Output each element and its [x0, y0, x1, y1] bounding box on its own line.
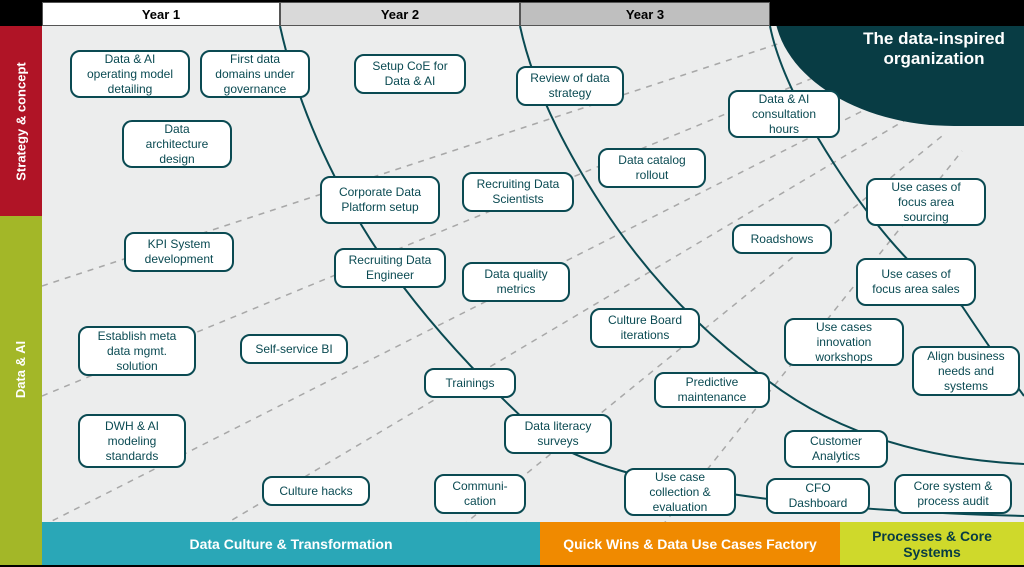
vision-title: The data-inspired organization [814, 29, 1024, 69]
roadmap-diagram: Year 1Year 2Year 3 Strategy & conceptDat… [0, 0, 1024, 567]
bottom-bar: Data Culture & TransformationQuick Wins … [0, 522, 1024, 565]
bottom-cell-spacer [0, 522, 42, 565]
side-label-strategy: Strategy & concept [0, 26, 42, 216]
side-label-dataai: Data & AI [0, 216, 42, 522]
activity-b18: Culture Board iterations [590, 308, 700, 348]
activity-b17: Self-service BI [240, 334, 348, 364]
bottom-cell-processes: Processes & Core Systems [840, 522, 1024, 565]
activity-b3: Setup CoE for Data & AI [354, 54, 466, 94]
year-header-y3: Year 3 [520, 2, 770, 26]
activity-b19: Use cases innovation workshops [784, 318, 904, 366]
activity-b24: Data literacy surveys [504, 414, 612, 454]
year-header-y2: Year 2 [280, 2, 520, 26]
activity-b21: Trainings [424, 368, 516, 398]
activity-b28: Use case collection & evaluation [624, 468, 736, 516]
activity-b1: Data & AI operating model detailing [70, 50, 190, 98]
activity-b14: Roadshows [732, 224, 832, 254]
activity-b16: Establish meta data mgmt. solution [78, 326, 196, 376]
activity-b2: First data domains under governance [200, 50, 310, 98]
activity-b20: Align business needs and systems [912, 346, 1020, 396]
activity-b10: Use cases of focus area sourcing [866, 178, 986, 226]
activity-b11: KPI System development [124, 232, 234, 272]
activity-b8: Recruiting Data Scientists [462, 172, 574, 212]
activity-b30: Core system & process audit [894, 474, 1012, 514]
bottom-cell-culture: Data Culture & Transformation [42, 522, 540, 565]
activity-b29: CFO Dashboard [766, 478, 870, 514]
bottom-cell-quickwins: Quick Wins & Data Use Cases Factory [540, 522, 840, 565]
activity-b12: Recruiting Data Engineer [334, 248, 446, 288]
activity-b23: DWH & AI modeling standards [78, 414, 186, 468]
activity-b4: Review of data strategy [516, 66, 624, 106]
activity-b5: Data & AI consultation hours [728, 90, 840, 138]
activity-b27: Communi-cation [434, 474, 526, 514]
activity-b7: Corporate Data Platform setup [320, 176, 440, 224]
year-header-y1: Year 1 [42, 2, 280, 26]
activity-b26: Culture hacks [262, 476, 370, 506]
activity-b9: Data catalog rollout [598, 148, 706, 188]
activity-b13: Data quality metrics [462, 262, 570, 302]
activity-b15: Use cases of focus area sales [856, 258, 976, 306]
activity-b6: Data architecture design [122, 120, 232, 168]
roadmap-canvas: The data-inspired organization Data & AI… [42, 26, 1024, 522]
activity-b25: Customer Analytics [784, 430, 888, 468]
activity-b22: Predictive maintenance [654, 372, 770, 408]
